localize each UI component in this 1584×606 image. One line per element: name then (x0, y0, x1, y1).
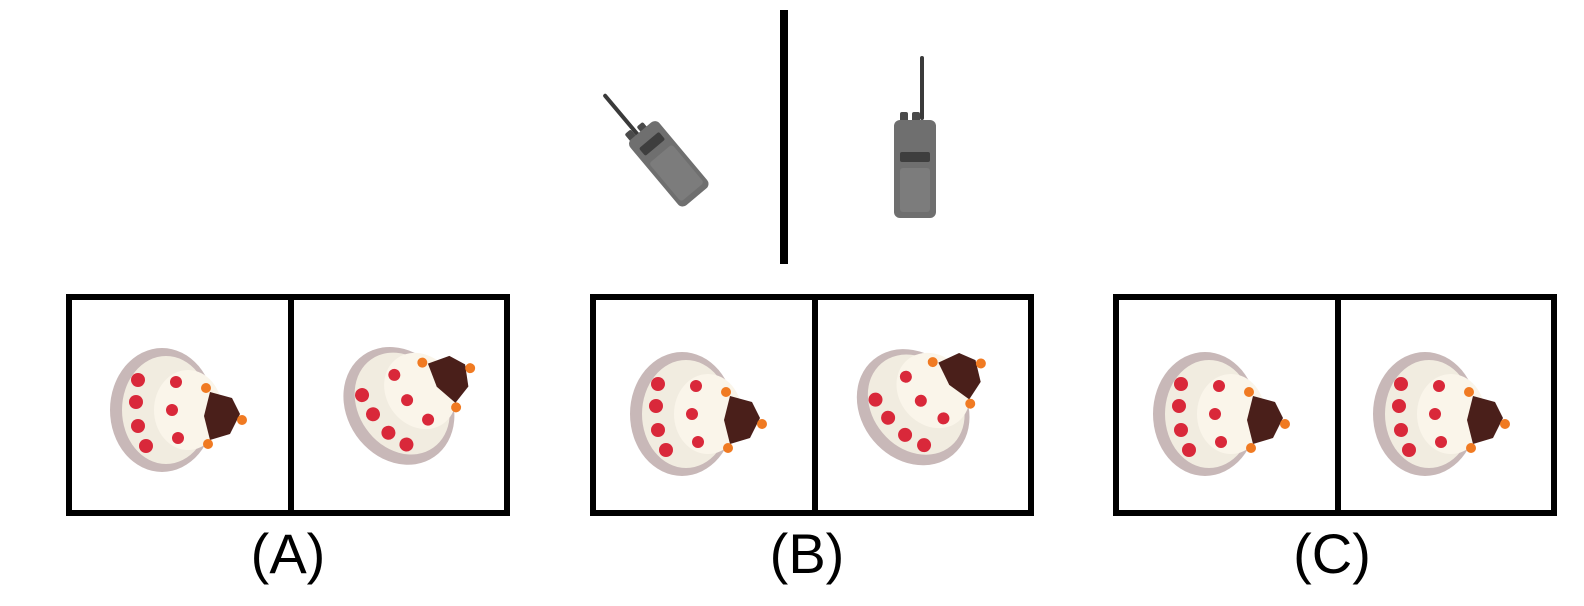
option-b-right-cell (818, 300, 1028, 510)
cake-icon (1153, 352, 1290, 476)
option-c-divider (1335, 300, 1341, 510)
option-a-label: (A) (250, 522, 326, 585)
option-c-label: (C) (1293, 522, 1371, 585)
cake-icon (110, 348, 247, 472)
cake-icon (343, 346, 476, 465)
option-a-divider (288, 300, 294, 510)
option-c-panel[interactable] (1113, 294, 1557, 516)
option-c-right-cell (1341, 300, 1551, 510)
option-a-right-cell (294, 300, 504, 510)
option-b-left-cell (596, 300, 812, 510)
cake-icon (1373, 352, 1510, 476)
cake-icon (856, 349, 986, 466)
walkie-talkie-icon (603, 93, 709, 207)
cake-icon (630, 352, 767, 476)
reference-left-image (596, 68, 726, 210)
walkie-talkie-icon (894, 56, 936, 218)
reference-divider (780, 10, 788, 264)
reference-right-image (888, 56, 944, 222)
option-c-left-cell (1119, 300, 1335, 510)
option-b-divider (812, 300, 818, 510)
option-a-panel[interactable] (66, 294, 510, 516)
option-b-label: (B) (769, 522, 845, 585)
option-a-left-cell (72, 300, 288, 510)
option-b-panel[interactable] (590, 294, 1034, 516)
